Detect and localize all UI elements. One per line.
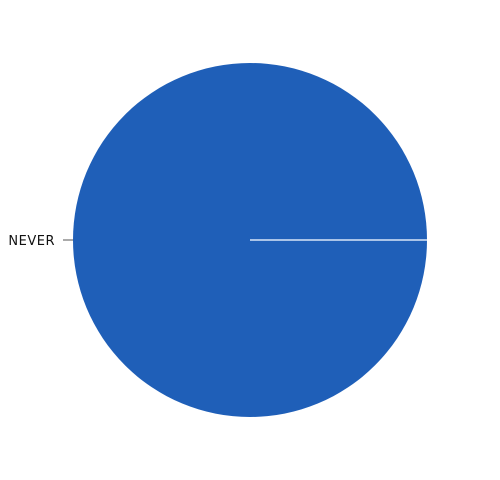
slice-label-never: NEVER bbox=[8, 234, 55, 249]
